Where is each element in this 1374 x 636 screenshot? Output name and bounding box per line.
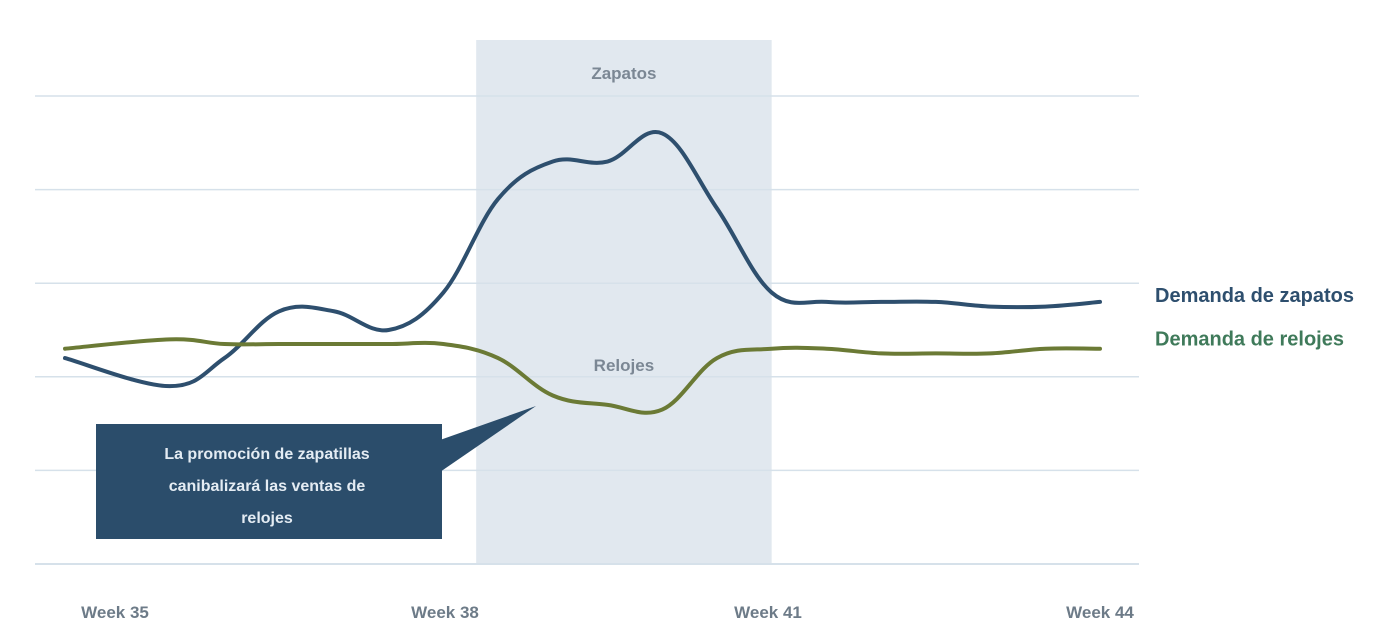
highlight-band (476, 40, 772, 564)
zone-label-zapatos: Zapatos (591, 64, 656, 83)
x-axis-ticks: Week 35 Week 38 Week 41 Week 44 (81, 603, 1134, 622)
x-tick-label: Week 41 (734, 603, 802, 622)
series-label-relojes: Demanda de relojes (1155, 329, 1344, 351)
series-label-zapatos: Demanda de zapatos (1155, 285, 1354, 307)
series-line-relojes (63, 337, 1102, 415)
callout-text-line-2: canibalizará las ventas de (169, 478, 366, 495)
series-line-zapatos (63, 130, 1102, 389)
callout-pointer (440, 406, 536, 472)
zone-label-relojes: Relojes (594, 356, 654, 375)
x-tick-label: Week 44 (1066, 603, 1134, 622)
callout-text-line-1: La promoción de zapatillas (164, 446, 369, 463)
x-tick-label: Week 35 (81, 603, 149, 622)
callout-text-line-3: relojes (241, 510, 293, 527)
callout-box: La promoción de zapatillas canibalizará … (96, 406, 536, 539)
x-tick-label: Week 38 (411, 603, 479, 622)
series-lines (63, 130, 1102, 415)
callout-background (96, 424, 442, 539)
